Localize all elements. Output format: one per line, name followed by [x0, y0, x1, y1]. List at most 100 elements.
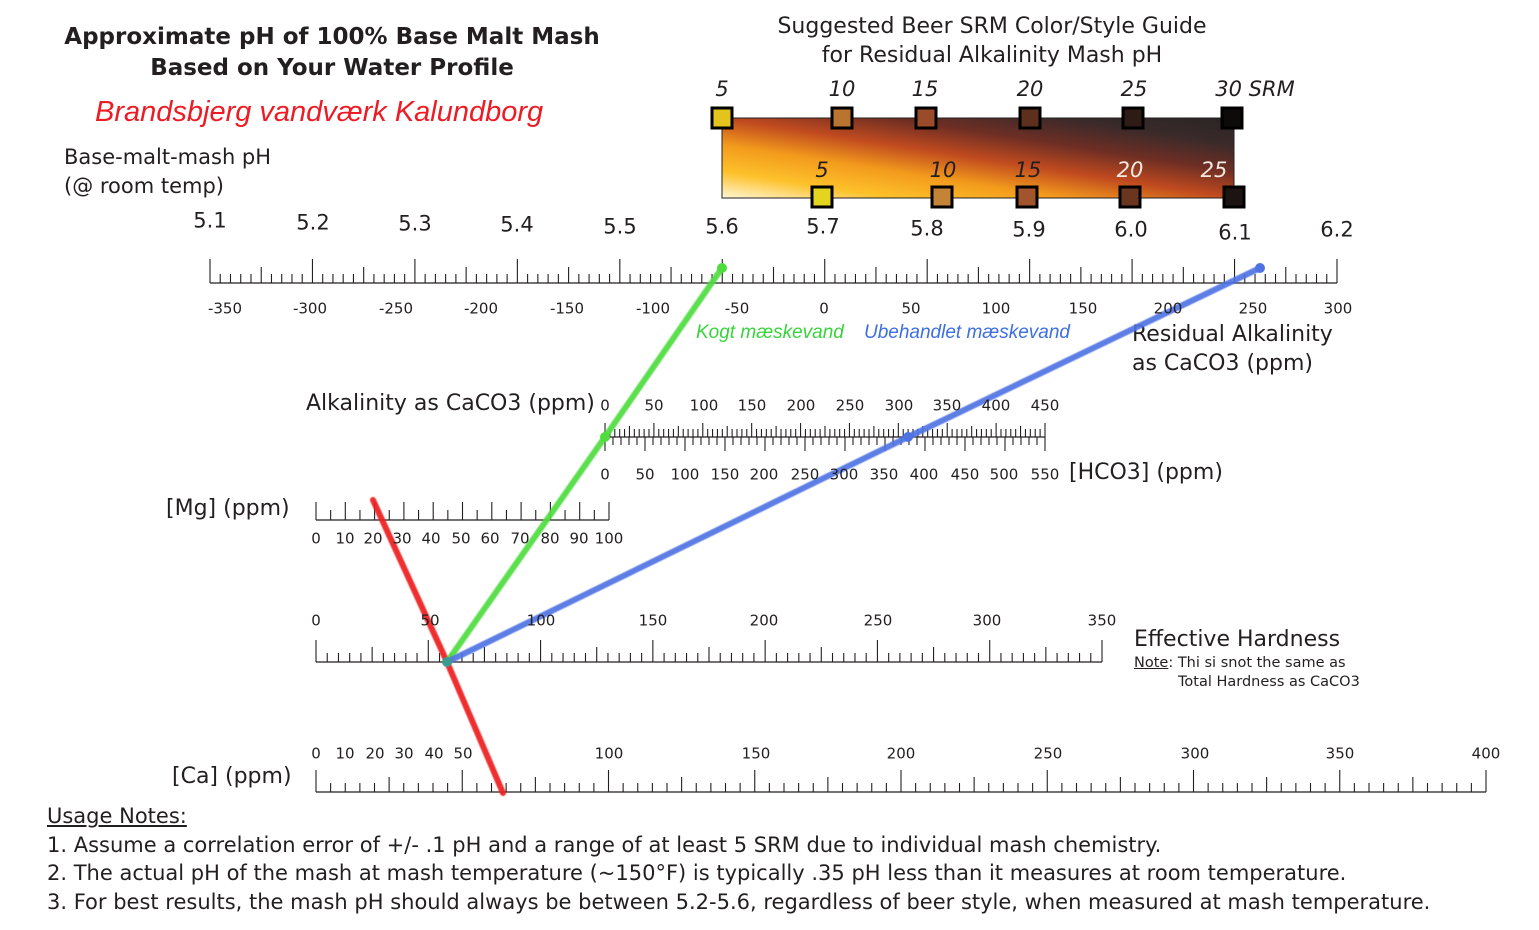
- ra-tick-label: 150: [1069, 299, 1098, 317]
- alkalinity-tick-label: 100: [690, 396, 719, 414]
- usage-note-1: 1. Assume a correlation error of +/- .1 …: [47, 832, 1162, 857]
- hardness-tick-label: 50: [420, 611, 439, 629]
- usage-notes-title: Usage Notes:: [47, 804, 187, 828]
- srm-bottom-swatch: [810, 185, 834, 209]
- srm-bottom-label: 5: [815, 158, 828, 182]
- mg-scale-label: [Mg] (ppm): [166, 496, 290, 521]
- location-subtitle: Brandsbjerg vandværk Kalundborg: [95, 96, 544, 128]
- hco3-tick-label: 100: [671, 465, 700, 483]
- reading-lines: [370, 263, 1265, 796]
- ra-tick-label: 300: [1324, 299, 1353, 317]
- alkalinity-tick-label: 400: [982, 396, 1011, 414]
- ph-tick-label: 5.5: [603, 214, 636, 238]
- ra-tick-label: 50: [901, 299, 920, 317]
- mg-tick-label: 60: [480, 529, 499, 547]
- srm-guide-title-line-2: for Residual Alkalinity Mash pH: [821, 43, 1163, 68]
- srm-top-swatch: [830, 106, 854, 130]
- ca-tick-label: 250: [1034, 744, 1063, 762]
- hardness-note-line-2: Total Hardness as CaCO3: [1178, 674, 1360, 690]
- srm-guide-title: Suggested Beer SRM Color/Style Guide for…: [762, 12, 1222, 70]
- hardness-tick-label: 100: [527, 611, 556, 629]
- ca-tick-label: 200: [887, 744, 916, 762]
- hardness-note: Note: Thi si snot the same as Total Hard…: [1134, 654, 1360, 692]
- alkalinity-tick-label: 250: [836, 396, 865, 414]
- hardness-note-prefix: Note: [1134, 655, 1169, 671]
- hco3-tick-label: 200: [750, 465, 779, 483]
- ra-tick-label: -350: [208, 299, 242, 317]
- ph-tick-label: 6.0: [1114, 217, 1147, 241]
- usage-note-3: 3. For best results, the mash pH should …: [47, 889, 1431, 914]
- ph-scale-label-line-1: Base-malt-mash pH: [64, 145, 272, 169]
- hco3-tick-label: 550: [1031, 465, 1060, 483]
- chart-title: Approximate pH of 100% Base Malt Mash Ba…: [52, 22, 612, 84]
- srm-bottom-swatch: [1015, 185, 1039, 209]
- srm-top-label: 30 SRM: [1215, 77, 1294, 101]
- hardness-scale-label: Effective Hardness: [1134, 627, 1341, 652]
- hardness-tick-label: 0: [311, 611, 321, 629]
- title-line-1: Approximate pH of 100% Base Malt Mash: [64, 24, 600, 50]
- hardness-note-text: : Thi si snot the same as: [1168, 655, 1346, 671]
- srm-bottom-label: 25: [1201, 158, 1228, 182]
- ra-scale-label-line-2: as CaCO3 (ppm): [1132, 351, 1313, 376]
- mg-tick-label: 10: [335, 529, 354, 547]
- hardness-tick-label: 250: [864, 611, 893, 629]
- hco3-tick-label: 450: [951, 465, 980, 483]
- ph-tick-label: 6.2: [1320, 217, 1353, 241]
- srm-color-guide: 5 10 15 20 25 30 SRM 5 10 15 20 25: [710, 77, 1295, 209]
- srm-top-swatch: [914, 106, 938, 130]
- ph-tick-label: 5.9: [1012, 217, 1045, 241]
- srm-top-label: 25: [1121, 77, 1148, 101]
- ra-tick-label: -250: [379, 299, 413, 317]
- hco3-tick-label: 50: [635, 465, 654, 483]
- srm-bottom-label: 15: [1015, 158, 1042, 182]
- hardness-intersection-point: [442, 657, 452, 667]
- ph-scale-label-line-2: (@ room temp): [64, 174, 225, 198]
- alkalinity-tick-label: 300: [885, 396, 914, 414]
- srm-top-swatch: [1121, 106, 1145, 130]
- mg-tick-label: 50: [451, 529, 470, 547]
- hardness-tick-label: 350: [1088, 611, 1117, 629]
- hardness-tick-label: 300: [973, 611, 1002, 629]
- srm-top-swatch: [1220, 106, 1244, 130]
- title-line-2: Based on Your Water Profile: [150, 55, 514, 81]
- ph-tick-label: 5.2: [296, 210, 329, 234]
- ra-tick-label: 100: [982, 299, 1011, 317]
- ca-tick-label: 50: [453, 744, 472, 762]
- hco3-tick-label: 300: [830, 465, 859, 483]
- ca-scale-label: [Ca] (ppm): [172, 764, 292, 789]
- ph-tick-label: 5.6: [705, 214, 738, 238]
- hco3-tick-label: 250: [791, 465, 820, 483]
- ra-tick-label: -200: [464, 299, 498, 317]
- ra-scale-label-line-1: Residual Alkalinity: [1132, 322, 1333, 347]
- mg-tick-label: 0: [311, 529, 321, 547]
- ph-tick-label: 5.7: [806, 214, 839, 238]
- mg-tick-label: 80: [540, 529, 559, 547]
- ca-tick-label: 0: [311, 744, 321, 762]
- ra-tick-label: -50: [725, 299, 750, 317]
- hco3-tick-label: 350: [870, 465, 899, 483]
- srm-gradient-box: [721, 117, 1235, 199]
- srm-top-label: 20: [1017, 77, 1044, 101]
- ph-tick-label: 5.1: [193, 208, 226, 232]
- mg-tick-label: 70: [510, 529, 529, 547]
- srm-top-label: 10: [829, 77, 856, 101]
- green-line-alkalinity-point: [600, 432, 610, 442]
- alkalinity-scale-label: Alkalinity as CaCO3 (ppm): [306, 391, 595, 416]
- ph-tick-label: 5.8: [910, 216, 943, 240]
- ca-tick-label: 300: [1181, 744, 1210, 762]
- ra-tick-label: -300: [293, 299, 327, 317]
- srm-guide-title-line-1: Suggested Beer SRM Color/Style Guide: [777, 14, 1207, 39]
- mg-tick-label: 30: [392, 529, 411, 547]
- blue-line-alkalinity-point: [903, 432, 913, 442]
- green-line-endpoint: [717, 263, 727, 273]
- green-line-label: Kogt mæskevand: [696, 322, 844, 343]
- alkalinity-tick-label: 50: [644, 396, 663, 414]
- srm-bottom-label: 10: [930, 158, 957, 182]
- ra-scale-label: Residual Alkalinity as CaCO3 (ppm): [1132, 320, 1333, 378]
- ph-scale-label: Base-malt-mash pH (@ room temp): [64, 143, 271, 201]
- ra-tick-label: 250: [1239, 299, 1268, 317]
- hco3-scale-label: [HCO3] (ppm): [1069, 460, 1223, 485]
- ph-tick-label: 5.3: [398, 211, 431, 235]
- srm-bottom-swatch: [930, 185, 954, 209]
- mg-tick-label: 90: [569, 529, 588, 547]
